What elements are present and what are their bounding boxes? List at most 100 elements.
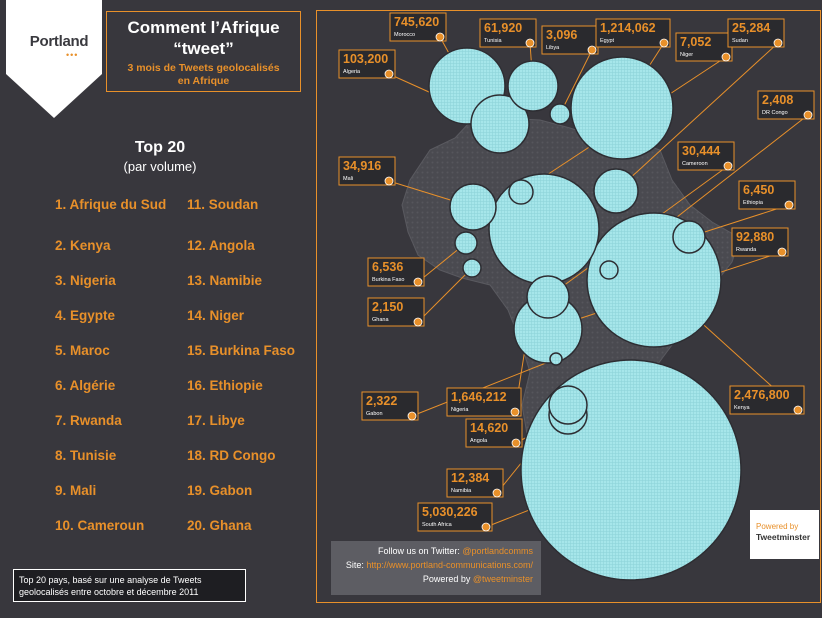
bubble-ethiopia bbox=[672, 220, 706, 254]
callout-cameroon: 30,444 Cameroon bbox=[677, 141, 735, 171]
bubble-algeria bbox=[470, 94, 530, 154]
tweetminster-handle-link[interactable]: @tweetminster bbox=[472, 574, 533, 584]
bubble-egypt bbox=[570, 56, 674, 160]
country-label: Nigeria bbox=[451, 407, 469, 413]
page-title: Comment l’Afrique “tweet” bbox=[107, 17, 300, 59]
powered-by-badge: Powered by Tweetminster bbox=[750, 510, 819, 559]
ranking-subtitle: (par volume) bbox=[123, 159, 197, 174]
powered-prefix: Powered by bbox=[422, 574, 473, 584]
flag-icon bbox=[492, 488, 502, 498]
flag-icon bbox=[803, 110, 813, 120]
follow-box: Follow us on Twitter: @portlandcomms Sit… bbox=[331, 541, 541, 595]
flag-icon bbox=[511, 438, 521, 448]
value-label: 61,920 bbox=[484, 21, 522, 35]
callout-box bbox=[729, 385, 805, 415]
country-label: Mali bbox=[343, 176, 353, 182]
callout-gabon: 2,322 Gabon bbox=[361, 391, 419, 421]
callout-morocco: 745,620 Morocco bbox=[389, 12, 447, 42]
ranking-item: 15. Burkina Faso bbox=[187, 343, 296, 358]
flag-icon bbox=[510, 407, 520, 417]
twitter-line: Follow us on Twitter: @portlandcomms bbox=[339, 544, 533, 558]
ranking-item: 20. Ghana bbox=[187, 518, 252, 533]
value-label: 14,620 bbox=[470, 421, 508, 435]
callout-dr-congo: 2,408 DR Congo bbox=[757, 90, 815, 120]
ranking-item: 5. Maroc bbox=[55, 343, 110, 358]
callout-ethiopia: 6,450 Ethiopia bbox=[738, 180, 796, 210]
leader-line-ghana bbox=[417, 267, 473, 323]
ranking-item: 1. Afrique du Sud bbox=[55, 197, 167, 212]
bubble-libya bbox=[549, 103, 571, 125]
ranking-item: 19. Gabon bbox=[187, 483, 253, 498]
callout-box bbox=[595, 18, 671, 48]
ranking-item: 10. Cameroun bbox=[55, 518, 145, 533]
flag-icon bbox=[659, 38, 669, 48]
country-label: Rwanda bbox=[736, 247, 757, 253]
ranking-heading: Top 20 (par volume) bbox=[100, 139, 220, 174]
country-label: Burkina Faso bbox=[372, 277, 404, 283]
tweetminster-logo: Tweetminster bbox=[756, 532, 811, 542]
site-line: Site: http://www.portland-communications… bbox=[339, 558, 533, 572]
value-label: 2,322 bbox=[366, 394, 397, 408]
ranking-item: 12. Angola bbox=[187, 238, 255, 253]
bubble-niger bbox=[508, 179, 534, 205]
bubble-namibia bbox=[548, 385, 588, 425]
footnote-box: Top 20 pays, basé sur une analyse de Twe… bbox=[13, 569, 246, 602]
flag-icon bbox=[525, 38, 535, 48]
country-label: Egypt bbox=[600, 38, 615, 44]
ranking-item: 13. Namibie bbox=[187, 273, 263, 288]
subtitle-line-1: 3 mois de Tweets geolocalisés bbox=[127, 62, 280, 74]
ranking-item: 6. Algérie bbox=[55, 378, 116, 393]
bubble-gabon bbox=[549, 352, 563, 366]
bubble-mali bbox=[449, 183, 497, 231]
map-frame bbox=[316, 10, 821, 603]
footnote-line-2: geolocalisés entre octobre et décembre 2… bbox=[19, 587, 199, 597]
value-label: 34,916 bbox=[343, 159, 381, 173]
flag-icon bbox=[784, 200, 794, 210]
leader-line-libya bbox=[559, 49, 593, 115]
flag-icon bbox=[723, 161, 733, 171]
subtitle-line-2: en Afrique bbox=[177, 75, 230, 87]
ranking-item: 2. Kenya bbox=[55, 238, 111, 253]
callout-libya: 3,096 Libya bbox=[541, 25, 599, 55]
callout-egypt: 1,214,062 Egypt bbox=[595, 18, 671, 48]
country-label: Sudan bbox=[732, 38, 748, 44]
country-label: Niger bbox=[680, 52, 693, 58]
ranking-item: 9. Mali bbox=[55, 483, 97, 498]
value-label: 5,030,226 bbox=[422, 505, 478, 519]
powered-line: Powered by @tweetminster bbox=[339, 572, 533, 586]
flag-icon bbox=[773, 38, 783, 48]
country-label: Tunisia bbox=[484, 38, 502, 44]
bubble-cameroon bbox=[526, 275, 570, 319]
country-label: South Africa bbox=[422, 522, 453, 528]
value-label: 1,646,212 bbox=[451, 390, 507, 404]
callout-namibia: 12,384 Namibia bbox=[446, 468, 504, 498]
country-label: Namibia bbox=[451, 488, 472, 494]
footnote-line-1: Top 20 pays, basé sur une analyse de Twe… bbox=[19, 575, 202, 585]
value-label: 2,150 bbox=[372, 300, 403, 314]
value-label: 92,880 bbox=[736, 230, 774, 244]
flag-icon bbox=[777, 247, 787, 257]
leader-line-ethiopia bbox=[688, 204, 790, 238]
ranking-item: 16. Ethiopie bbox=[187, 378, 263, 393]
flag-icon bbox=[384, 176, 394, 186]
value-label: 103,200 bbox=[343, 52, 388, 66]
twitter-handle-link[interactable]: @portlandcomms bbox=[462, 546, 533, 556]
bubble-tunisia bbox=[507, 60, 559, 112]
ranking-item: 3. Nigeria bbox=[55, 273, 116, 288]
callout-niger: 7,052 Niger bbox=[675, 32, 733, 62]
ranking-item: 8. Tunisie bbox=[55, 448, 117, 463]
site-url-link[interactable]: http://www.portland-communications.com/ bbox=[366, 560, 533, 570]
logo-dots: ••• bbox=[66, 50, 79, 60]
country-label: Kenya bbox=[734, 405, 751, 411]
country-label: Cameroon bbox=[682, 161, 708, 167]
powered-by-label: Powered by bbox=[756, 522, 799, 531]
ranking-item: 17. Libye bbox=[187, 413, 245, 428]
value-label: 7,052 bbox=[680, 35, 711, 49]
twitter-prefix: Follow us on Twitter: bbox=[377, 546, 463, 556]
ranking-item: 18. RD Congo bbox=[187, 448, 276, 463]
title-box: Comment l’Afrique “tweet” 3 mois de Twee… bbox=[106, 11, 301, 92]
flag-icon bbox=[721, 52, 731, 62]
ranking-item: 4. Egypte bbox=[55, 308, 116, 323]
callout-box bbox=[446, 387, 522, 417]
flag-icon bbox=[413, 277, 423, 287]
